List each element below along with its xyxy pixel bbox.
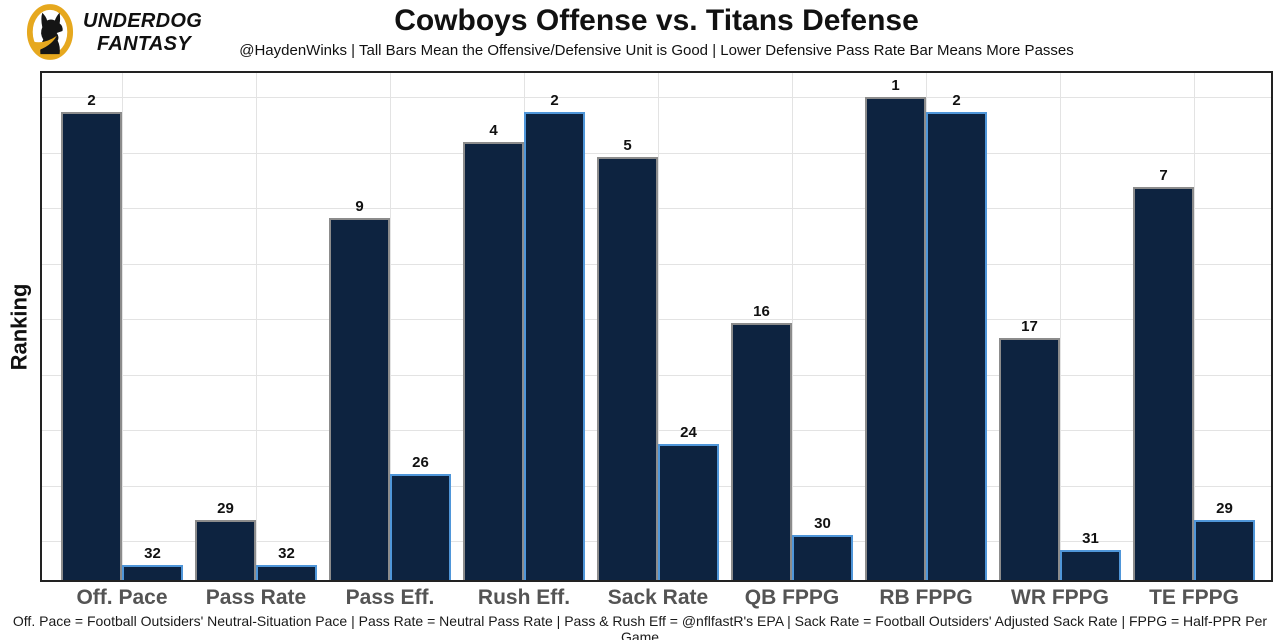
bar-value-sack-rate-defense: 24 [680, 424, 697, 442]
bar-value-rb-fppg-offense: 1 [891, 76, 900, 94]
gridline-v [256, 73, 257, 580]
bar-value-rush-eff-defense: 2 [550, 91, 559, 109]
bar-value-pass-rate-offense: 29 [217, 499, 234, 517]
bar-value-wr-fppg-offense: 17 [1021, 318, 1038, 336]
bar-rush-eff-defense [524, 111, 585, 580]
bar-value-pass-eff-defense: 26 [412, 454, 429, 472]
bar-off-pace-offense [61, 111, 122, 580]
bar-value-te-fppg-offense: 7 [1159, 167, 1168, 185]
bar-pass-rate-defense [256, 564, 317, 580]
gridline-v [390, 73, 391, 580]
chart-title: Cowboys Offense vs. Titans Defense [394, 4, 919, 37]
x-axis-label-sack-rate: Sack Rate [607, 586, 709, 609]
bar-te-fppg-offense [1133, 187, 1194, 580]
bar-value-wr-fppg-defense: 31 [1082, 529, 1099, 547]
bar-te-fppg-defense [1194, 519, 1255, 580]
x-axis-label-qb-fppg: QB FPPG [744, 586, 840, 609]
bar-value-sack-rate-offense: 5 [623, 137, 632, 155]
plot-area: 2 32 29 32 9 26 4 2 5 24 16 30 1 2 17 31 7 29 [40, 71, 1273, 582]
bar-qb-fppg-offense [731, 323, 792, 580]
bar-wr-fppg-defense [1060, 549, 1121, 580]
gridline-v [792, 73, 793, 580]
gridline-v [658, 73, 659, 580]
bar-off-pace-defense [122, 564, 183, 580]
bar-value-pass-eff-offense: 9 [355, 197, 364, 215]
underdog-dog-icon [26, 4, 74, 60]
footnote: Off. Pace = Football Outsiders' Neutral-… [12, 613, 1268, 640]
logo-line-2: FANTASY [97, 32, 191, 55]
x-axis-label-rb-fppg: RB FPPG [879, 586, 973, 609]
bar-sack-rate-offense [597, 157, 658, 580]
x-axis-label-pass-rate: Pass Rate [205, 586, 307, 609]
bar-rb-fppg-defense [926, 111, 987, 580]
bar-value-pass-rate-defense: 32 [278, 544, 295, 562]
bar-pass-eff-offense [329, 217, 390, 580]
gridline-v [1060, 73, 1061, 580]
x-axis-label-wr-fppg: WR FPPG [1011, 586, 1109, 609]
gridline-v [1194, 73, 1195, 580]
chart-subtitle: @HaydenWinks | Tall Bars Mean the Offens… [239, 42, 1074, 59]
bar-value-off-pace-offense: 2 [87, 91, 96, 109]
bar-wr-fppg-offense [999, 338, 1060, 580]
bar-value-qb-fppg-offense: 16 [753, 303, 770, 321]
y-axis-label: Ranking [6, 283, 32, 370]
bar-qb-fppg-defense [792, 534, 853, 580]
bar-pass-eff-defense [390, 474, 451, 580]
bar-rb-fppg-offense [865, 96, 926, 580]
bar-value-rb-fppg-defense: 2 [952, 91, 961, 109]
bar-pass-rate-offense [195, 519, 256, 580]
underdog-fantasy-logo: UNDERDOG FANTASY [26, 3, 202, 61]
gridline-v [122, 73, 123, 580]
logo-wordmark: UNDERDOG FANTASY [83, 11, 202, 54]
y-axis-label-wrap: Ranking [0, 71, 38, 582]
gridline-h [42, 97, 1271, 98]
logo-line-1: UNDERDOG [83, 9, 203, 32]
bar-value-qb-fppg-defense: 30 [814, 514, 831, 532]
x-axis-label-te-fppg: TE FPPG [1149, 586, 1239, 609]
gridline-h [42, 152, 1271, 154]
x-axis-label-off-pace: Off. Pace [76, 586, 168, 609]
bar-value-rush-eff-offense: 4 [489, 122, 498, 140]
x-axis-label-pass-eff: Pass Eff. [345, 586, 435, 609]
bar-sack-rate-defense [658, 444, 719, 580]
x-axis-label-rush-eff: Rush Eff. [477, 586, 571, 609]
bar-value-off-pace-defense: 32 [144, 544, 161, 562]
bar-rush-eff-offense [463, 142, 524, 580]
bar-value-te-fppg-defense: 29 [1216, 499, 1233, 517]
